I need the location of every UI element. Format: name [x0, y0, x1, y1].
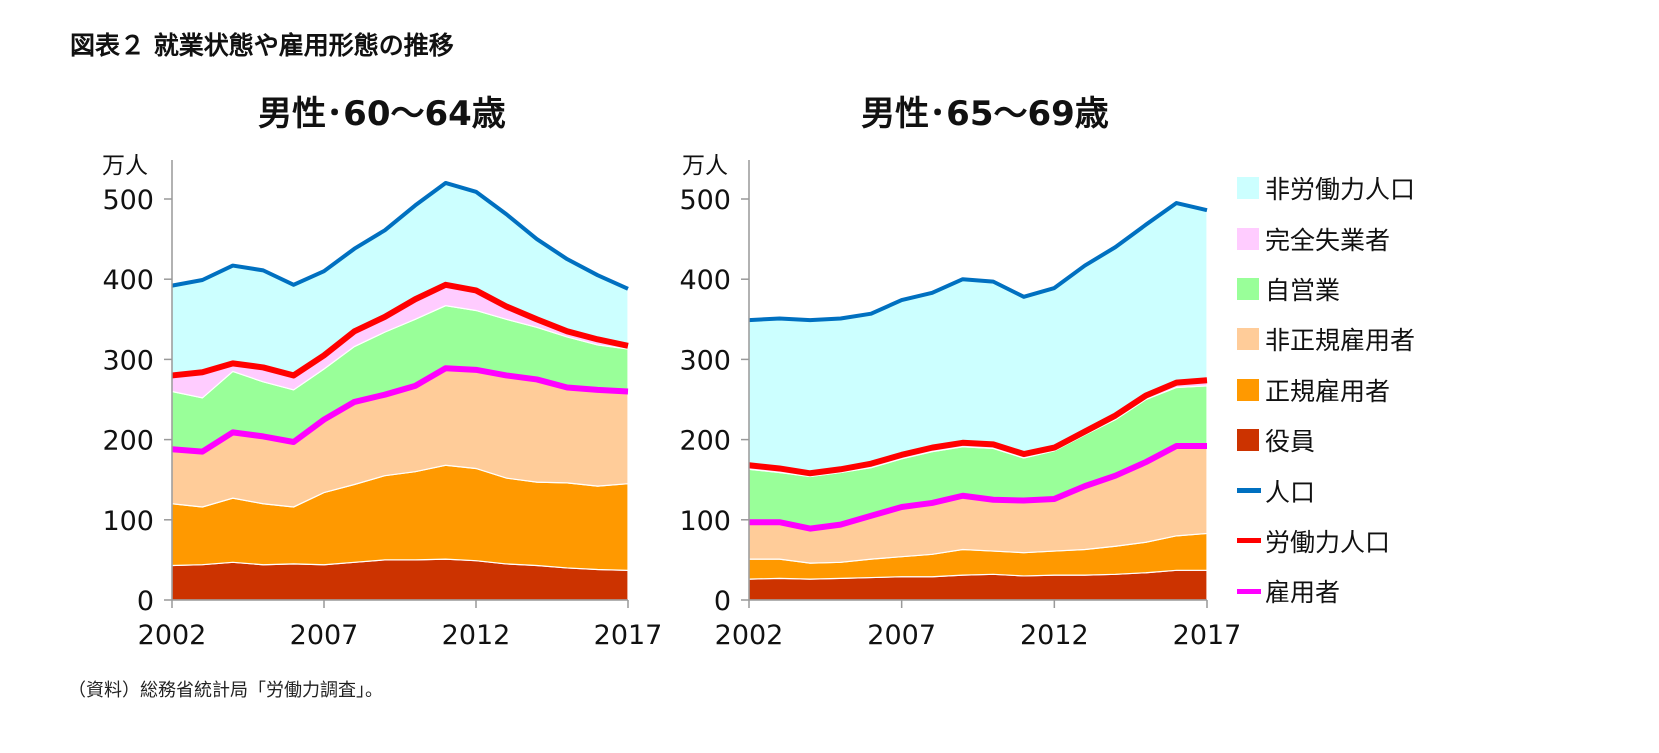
legend-swatch: [1237, 277, 1259, 300]
line-population: [748, 201, 1208, 323]
x-tick-label: 2012: [1020, 620, 1089, 651]
legend-label: 自営業: [1265, 275, 1341, 305]
x-tick-label: 2012: [442, 620, 511, 651]
line-labor-force: [171, 281, 629, 379]
legend-item-self-employed: 自営業: [1237, 264, 1415, 314]
figure-title: 図表２ 就業状態や雇用形態の推移: [70, 31, 454, 60]
y-tick-label: 300: [679, 345, 731, 376]
line-population: [171, 180, 629, 291]
y-tick-label: 200: [679, 426, 731, 457]
x-tick-label: 2017: [594, 620, 663, 651]
legend-item-labor-force: 労働力人口: [1237, 516, 1415, 566]
legend-item-non-regular: 非正規雇用者: [1237, 314, 1415, 364]
x-tick-label: 2007: [290, 620, 359, 651]
line-labor-force: [748, 377, 1208, 477]
legend-label: 非正規雇用者: [1265, 326, 1416, 356]
y-tick-label: 100: [102, 506, 154, 537]
y-tick-label: 500: [102, 185, 154, 216]
legend-swatch: [1237, 538, 1261, 544]
legend-swatch: [1237, 429, 1259, 452]
legend-item-executives: 役員: [1237, 415, 1415, 465]
line-employees: [749, 443, 1207, 532]
y-tick-label: 0: [714, 586, 731, 617]
line-employees: [171, 365, 629, 455]
x-tick-label: 2002: [715, 620, 784, 651]
legend-item-employees: 雇用者: [1237, 566, 1415, 616]
x-tick-label: 2017: [1173, 620, 1242, 651]
x-tick-label: 2007: [867, 620, 936, 651]
chart-title-60-64: 男性･60～64歳: [258, 94, 506, 134]
y-tick-label: 400: [679, 265, 731, 296]
y-unit-label: 万人: [102, 153, 148, 179]
y-unit-label: 万人: [682, 153, 728, 179]
y-tick-label: 0: [137, 586, 154, 617]
legend-item-unemployed: 完全失業者: [1237, 213, 1415, 263]
legend-item-not-in-labor: 非労働力人口: [1237, 163, 1415, 213]
legend-label: 完全失業者: [1265, 225, 1391, 255]
legend-label: 雇用者: [1265, 578, 1341, 608]
legend-item-regular: 正規雇用者: [1237, 365, 1415, 415]
legend-swatch: [1237, 488, 1261, 494]
y-tick-label: 200: [102, 426, 154, 457]
legend-swatch: [1237, 378, 1259, 401]
y-tick-label: 400: [102, 265, 154, 296]
legend-label: 労働力人口: [1265, 527, 1391, 557]
legend-label: 役員: [1265, 427, 1316, 457]
legend-label: 正規雇用者: [1265, 376, 1391, 406]
y-tick-label: 100: [679, 506, 731, 537]
y-tick-label: 500: [679, 185, 731, 216]
legend: 非労働力人口 完全失業者自営業非正規雇用者 正規雇用者役員人口労働力人口雇用者: [1237, 163, 1415, 617]
legend-label: 非労働力人口: [1265, 175, 1416, 205]
legend-swatch: [1237, 588, 1261, 594]
legend-swatch: [1237, 227, 1259, 250]
chart-title-65-69: 男性･65～69歳: [861, 94, 1109, 134]
legend-label: 人口: [1265, 477, 1316, 507]
legend-swatch: [1237, 328, 1259, 351]
legend-swatch: [1237, 177, 1259, 200]
legend-item-population: 人口: [1237, 465, 1415, 515]
y-tick-label: 300: [102, 345, 154, 376]
source-note: （資料）総務省統計局「労働力調査」。: [68, 680, 383, 701]
x-tick-label: 2002: [138, 620, 207, 651]
